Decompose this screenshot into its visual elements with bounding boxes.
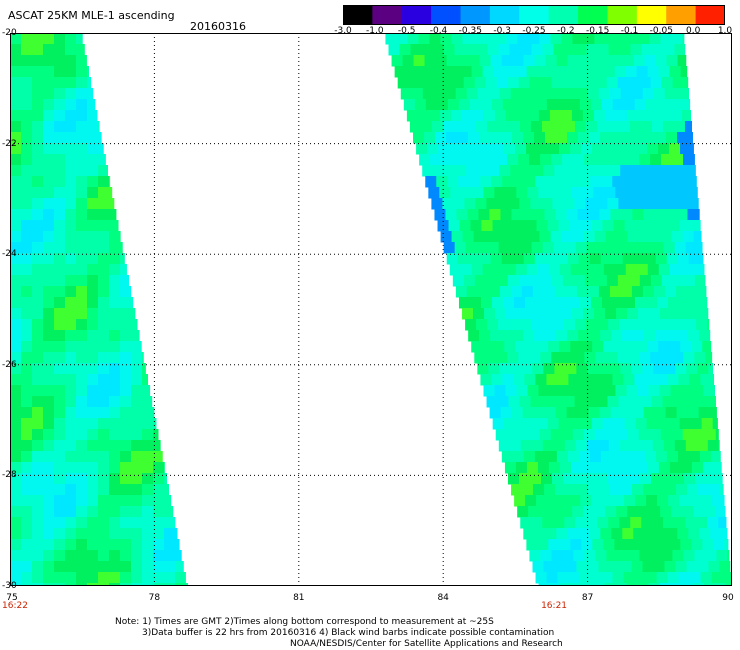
map-date: 20160316 <box>190 20 246 33</box>
colorbar-swatch <box>666 5 697 25</box>
colorbar-label: -0.15 <box>586 26 610 36</box>
longitude-label: 90 <box>722 593 734 603</box>
colorbar-label: -1.0 <box>366 26 384 36</box>
colorbar-swatch <box>607 5 638 25</box>
longitude-label: 75 <box>6 593 18 603</box>
colorbar-label: -3.0 <box>334 26 352 36</box>
map-plot <box>10 33 732 586</box>
colorbar-swatch <box>460 5 491 25</box>
colorbar-label: -0.4 <box>429 26 448 36</box>
time-label: 16:21 <box>541 601 568 611</box>
colorbar-swatch <box>519 5 550 25</box>
map-frame <box>10 33 732 586</box>
colorbar-label: -0.1 <box>620 26 639 36</box>
note-line-1: Note: 1) Times are GMT 2)Times along bot… <box>115 617 494 627</box>
time-label: 16:22 <box>2 601 28 611</box>
longitude-label: 84 <box>437 593 449 603</box>
colorbar-label: -0.3 <box>493 26 511 36</box>
colorbar-label: -0.2 <box>557 26 575 36</box>
map-title: ASCAT 25KM MLE-1 ascending <box>8 9 175 22</box>
colorbar-label: -0.25 <box>522 26 546 36</box>
latitude-label: -26 <box>2 359 17 370</box>
colorbar-swatch <box>578 5 608 25</box>
note-line-3: NOAA/NESDIS/Center for Satellite Applica… <box>290 639 563 649</box>
colorbar-label: -0.05 <box>649 26 673 36</box>
latitude-label: -22 <box>2 138 17 149</box>
colorbar-label: 0.0 <box>685 26 701 36</box>
colorbar-label: -0.5 <box>397 26 416 36</box>
note-line-2: 3)Data buffer is 22 hrs from 20160316 4)… <box>142 628 555 638</box>
colorbar-label: 1.0 <box>717 26 733 36</box>
colorbar-swatch <box>431 5 462 25</box>
colorbar-swatch <box>401 5 432 25</box>
wind-field-cells <box>10 33 732 586</box>
colorbar-swatch <box>489 5 520 25</box>
longitude-label: 87 <box>581 593 594 603</box>
colorbar-swatch <box>548 5 579 25</box>
latitude-label: -24 <box>2 249 17 260</box>
colorbar-swatch <box>695 5 725 25</box>
colorbar-swatch <box>636 5 667 25</box>
colorbar <box>343 5 725 25</box>
colorbar-swatch <box>372 5 403 25</box>
latitude-label: -20 <box>2 28 17 38</box>
colorbar-label: -0.35 <box>458 26 482 36</box>
latitude-label: -30 <box>2 581 17 591</box>
longitude-label: 78 <box>148 593 161 603</box>
latitude-label: -28 <box>2 470 17 481</box>
colorbar-swatch <box>343 5 373 25</box>
longitude-label: 81 <box>293 593 305 603</box>
